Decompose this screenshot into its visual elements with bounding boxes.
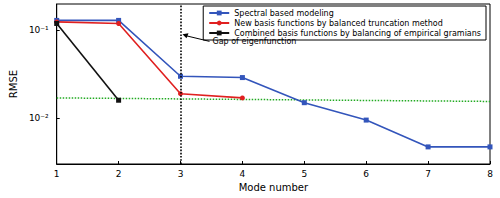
- svg-text:1: 1: [54, 169, 60, 179]
- svg-text:5: 5: [301, 169, 307, 179]
- svg-text:RMSE: RMSE: [8, 70, 19, 98]
- svg-text:Mode number: Mode number: [239, 182, 309, 193]
- svg-text:8: 8: [487, 169, 493, 179]
- svg-text:Spectral based modeling: Spectral based modeling: [234, 9, 334, 18]
- svg-text:10⁻¹: 10⁻¹: [29, 25, 49, 35]
- svg-text:6: 6: [363, 169, 369, 179]
- svg-text:Gap of eigenfunction: Gap of eigenfunction: [213, 37, 297, 46]
- svg-text:7: 7: [425, 169, 431, 179]
- svg-text:3: 3: [178, 169, 184, 179]
- svg-text:New basis functions by balance: New basis functions by balanced truncati…: [234, 19, 443, 28]
- svg-text:4: 4: [240, 169, 246, 179]
- svg-text:2: 2: [116, 169, 122, 179]
- svg-text:Combined basis functions by ba: Combined basis functions by balancing of…: [234, 28, 481, 38]
- svg-text:10⁻²: 10⁻²: [29, 113, 49, 123]
